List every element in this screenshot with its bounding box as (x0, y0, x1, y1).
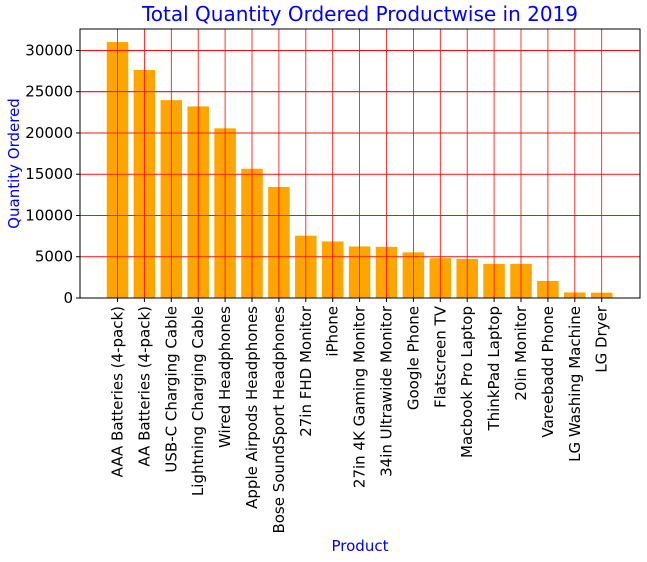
x-tick-label: Wired Headphones (216, 306, 234, 448)
x-tick-label: AAA Batteries (4-pack) (109, 306, 127, 477)
y-tick-label: 30000 (25, 41, 73, 59)
x-tick-label: Bose SoundSport Headphones (270, 306, 288, 534)
y-tick-label: 0 (63, 289, 73, 307)
x-axis-ticks: AAA Batteries (4-pack) AA Batteries (4-pa… (109, 298, 611, 534)
chart-title: Total Quantity Ordered Productwise in 20… (141, 2, 578, 26)
plot-frame (79, 28, 641, 299)
x-tick-label: AA Batteries (4-pack) (135, 306, 153, 467)
y-tick-label: 15000 (25, 165, 73, 183)
y-tick-label: 5000 (35, 248, 73, 266)
x-tick-label: Macbook Pro Laptop (458, 306, 476, 458)
x-tick-label: LG Washing Machine (566, 306, 584, 462)
y-axis-label: Quantity Ordered (5, 98, 23, 229)
y-axis-ticks: 0 5000 10000 15000 20000 25000 30000 (25, 41, 80, 307)
x-tick-label: USB-C Charging Cable (162, 306, 180, 473)
x-tick-label: iPhone (324, 306, 342, 357)
y-tick-label: 10000 (25, 206, 73, 224)
x-tick-label: Lightning Charging Cable (189, 306, 207, 496)
x-tick-label: 27in 4K Gaming Monitor (351, 305, 369, 488)
x-tick-label: LG Dryer (593, 305, 611, 373)
x-tick-label: Vareebadd Phone (539, 306, 557, 438)
x-tick-label: Apple Airpods Headphones (243, 306, 261, 509)
y-tick-label: 20000 (25, 124, 73, 142)
x-tick-label: Google Phone (404, 306, 422, 410)
x-tick-label: 27in FHD Monitor (297, 305, 315, 437)
x-tick-label: Flatscreen TV (431, 305, 449, 408)
x-tick-label: 20in Monitor (512, 305, 530, 400)
y-tick-label: 25000 (25, 83, 73, 101)
x-axis-label: Product (332, 537, 389, 555)
x-tick-label: ThinkPad Laptop (485, 306, 503, 432)
x-tick-label: 34in Ultrawide Monitor (378, 305, 396, 477)
